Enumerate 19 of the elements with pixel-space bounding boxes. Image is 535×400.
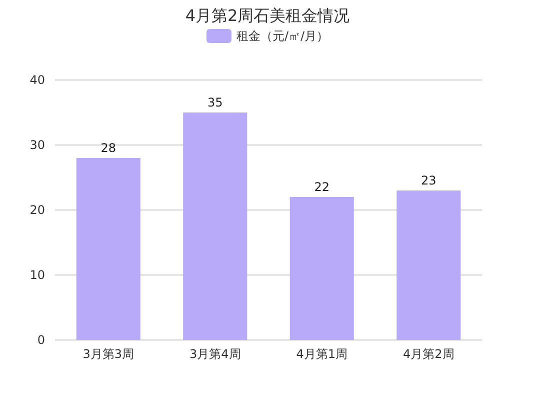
bar (396, 190, 461, 340)
data-label: 23 (420, 174, 436, 188)
y-tick-label: 20 (30, 203, 45, 217)
x-tick-label: 3月第4周 (189, 347, 241, 361)
legend-label: 租金（元/㎡/月） (236, 29, 329, 43)
x-tick-label: 4月第1周 (296, 347, 348, 361)
bar (76, 158, 140, 340)
x-tick-label: 4月第2周 (402, 347, 454, 361)
y-tick-label: 0 (37, 333, 45, 347)
y-tick-label: 40 (30, 73, 45, 87)
data-label: 22 (314, 180, 330, 194)
bar (290, 197, 354, 340)
data-label: 35 (207, 96, 223, 110)
y-tick-label: 30 (30, 138, 45, 152)
y-tick-label: 10 (30, 268, 45, 282)
chart-title: 4月第2周石美租金情况 (185, 6, 350, 25)
x-tick-label: 3月第3周 (82, 347, 134, 361)
data-label: 28 (100, 141, 116, 155)
bar (183, 112, 248, 340)
